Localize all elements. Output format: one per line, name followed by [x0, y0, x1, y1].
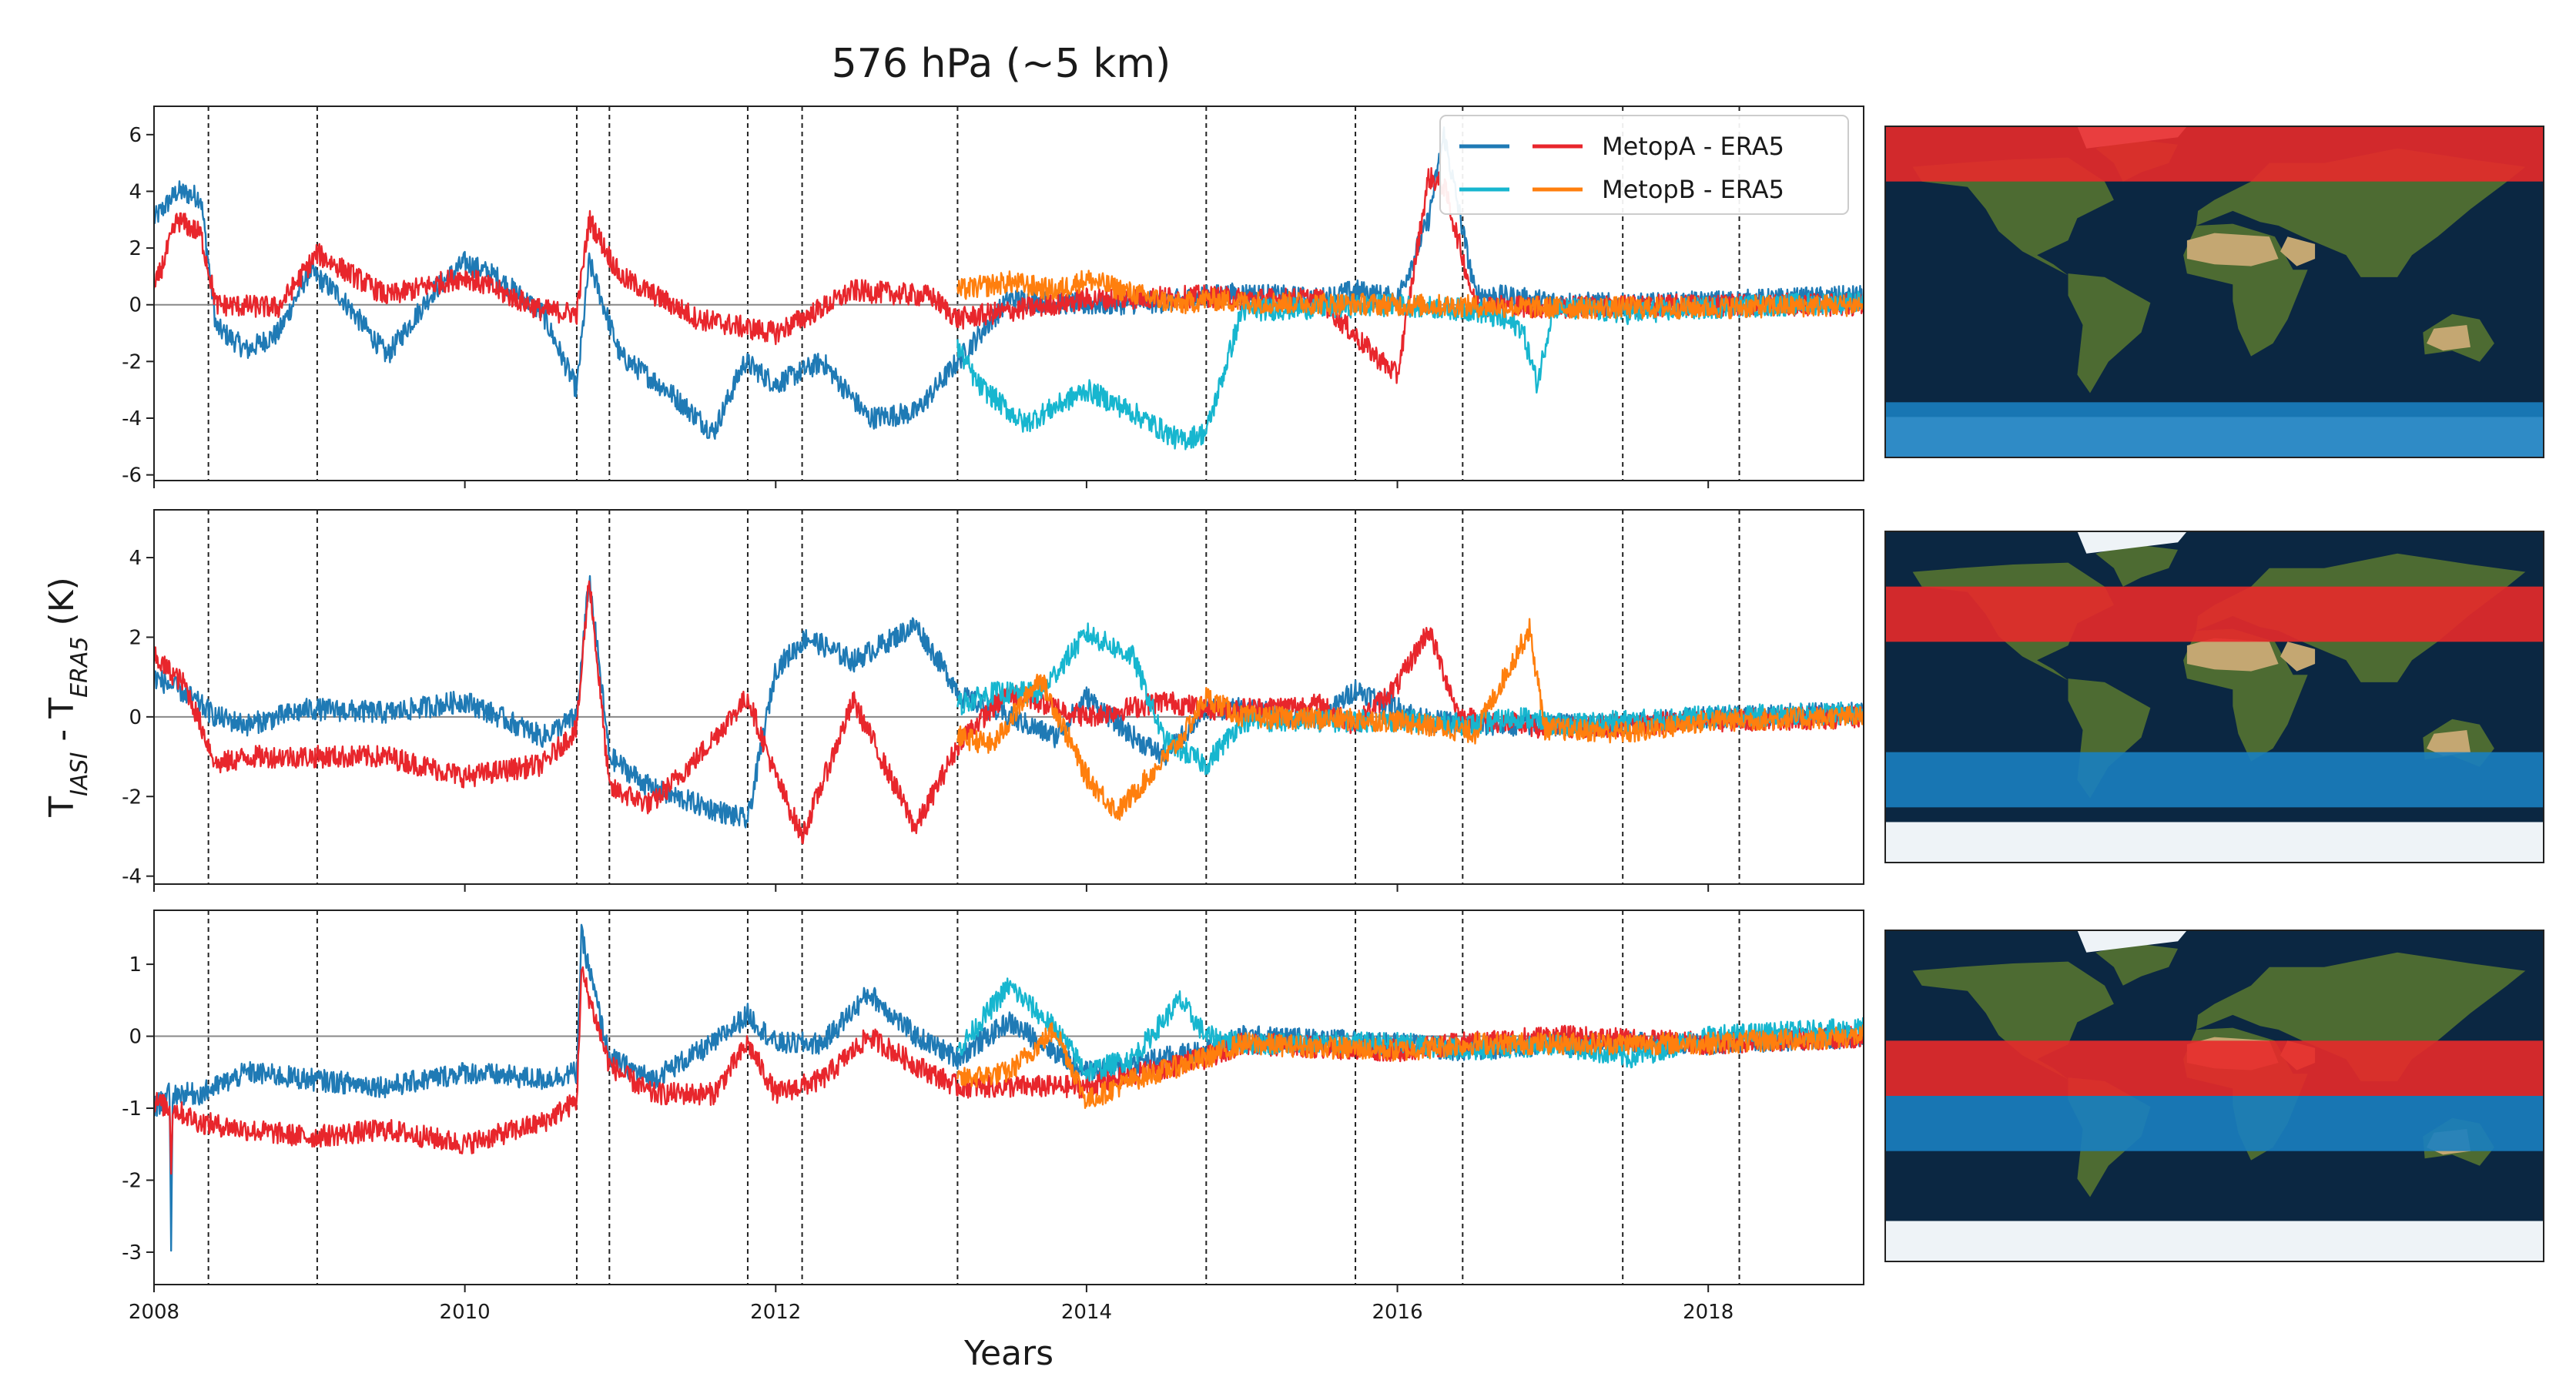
- map-ice: [1885, 1221, 2544, 1261]
- series-line-metopB-night: [956, 1022, 1864, 1109]
- map-frame: [1884, 930, 2544, 1262]
- x-tick-label: 2012: [750, 1301, 801, 1324]
- map-land: [2095, 943, 2178, 986]
- series-group: [154, 126, 1864, 451]
- map-desert: [2280, 236, 2316, 266]
- y-tick-label: 6: [129, 124, 142, 147]
- y-tick-label: 4: [129, 547, 142, 570]
- legend-label-metopa: MetopA - ERA5: [1602, 132, 1784, 161]
- y-tick-label: 0: [129, 1026, 142, 1049]
- x-axis-ticks: [153, 1285, 1710, 1292]
- map-land: [2068, 273, 2151, 394]
- map-desert: [2280, 642, 2316, 672]
- x-axis-ticks: [153, 884, 1710, 892]
- x-tick-label: 2014: [1061, 1301, 1112, 1324]
- map-desert: [2186, 638, 2279, 672]
- series-group: [154, 923, 1864, 1252]
- plot-frame: [153, 910, 1864, 1285]
- y-axis: -6 -4 -2 0 2 4 6: [122, 124, 154, 487]
- map-land: [1912, 961, 2114, 1080]
- map-ice: [2077, 930, 2187, 953]
- y-tick-label: 0: [129, 706, 142, 729]
- series-line-metopB-day: [956, 290, 1864, 451]
- region-maps: [1884, 126, 2544, 1262]
- y-tick-label: -1: [122, 1097, 142, 1121]
- region-band-red: [1885, 586, 2544, 642]
- x-axis-ticks: [153, 481, 1710, 488]
- series-group: [154, 575, 1864, 845]
- y-tick-label: -4: [122, 407, 142, 430]
- panel-2: -4 -2 0 2 4: [122, 509, 1864, 892]
- panel-3: -3 -2 -1 0 1 2008 2010 2012 2014 2016 2018: [122, 910, 1864, 1324]
- y-tick-label: 2: [129, 237, 142, 260]
- y-axis: -4 -2 0 2 4: [122, 547, 154, 889]
- region-band-red: [1885, 126, 2544, 182]
- x-tick-label: 2010: [440, 1301, 491, 1324]
- map-frame: [1884, 531, 2544, 863]
- region-map-2: [1884, 531, 2544, 863]
- series-line-metopB-night: [956, 270, 1864, 320]
- region-band-red: [1885, 1040, 2544, 1096]
- y-tick-label: 1: [129, 953, 142, 977]
- y-axis-label: TIASI - TERA5 (K): [42, 577, 93, 817]
- x-tick-label: 2008: [129, 1301, 179, 1324]
- map-desert: [2427, 325, 2470, 351]
- series-line-metopA-night: [154, 167, 1864, 384]
- panel-1: -6 -4 -2 0 2 4 6: [122, 106, 1864, 488]
- chart-title: 576 hPa (~5 km): [832, 41, 1171, 87]
- legend: MetopA - ERA5 MetopB - ERA5: [1439, 115, 1849, 215]
- region-band-blue: [1885, 1096, 2544, 1151]
- y-tick-label: -2: [122, 1169, 142, 1192]
- y-tick-label: -2: [122, 786, 142, 809]
- series-line-metopA-day: [154, 923, 1864, 1252]
- map-ice: [2077, 531, 2187, 554]
- x-tick-label: 2016: [1372, 1301, 1422, 1324]
- region-map-1: [1884, 126, 2544, 458]
- x-axis-label: Years: [963, 1334, 1054, 1373]
- legend-label-metopb: MetopB - ERA5: [1602, 175, 1784, 204]
- y-tick-label: -3: [122, 1241, 142, 1265]
- map-frame: [1884, 126, 2544, 458]
- region-band-blue: [1885, 402, 2544, 457]
- series-line-metopB-night: [956, 618, 1864, 821]
- map-land: [1912, 157, 2114, 276]
- y-tick-label: -2: [122, 350, 142, 374]
- plot-frame: [153, 106, 1864, 481]
- region-band-blue: [1885, 752, 2544, 808]
- map-ice: [1885, 822, 2544, 863]
- map-land: [2095, 544, 2178, 587]
- x-tick-label: 2018: [1683, 1301, 1734, 1324]
- x-axis-labels: 2008 2010 2012 2014 2016 2018: [129, 1301, 1734, 1324]
- y-axis: -3 -2 -1 0 1: [122, 953, 154, 1265]
- y-tick-label: 2: [129, 626, 142, 649]
- y-tick-label: -4: [122, 866, 142, 889]
- region-map-3: [1884, 930, 2544, 1262]
- event-lines: [207, 910, 1740, 1285]
- map-desert: [2427, 730, 2470, 756]
- y-tick-label: -6: [122, 464, 142, 487]
- map-desert: [2186, 233, 2279, 266]
- y-tick-label: 0: [129, 294, 142, 317]
- y-tick-label: 4: [129, 180, 142, 203]
- map-land: [2196, 952, 2526, 1081]
- plot-frame: [153, 509, 1864, 885]
